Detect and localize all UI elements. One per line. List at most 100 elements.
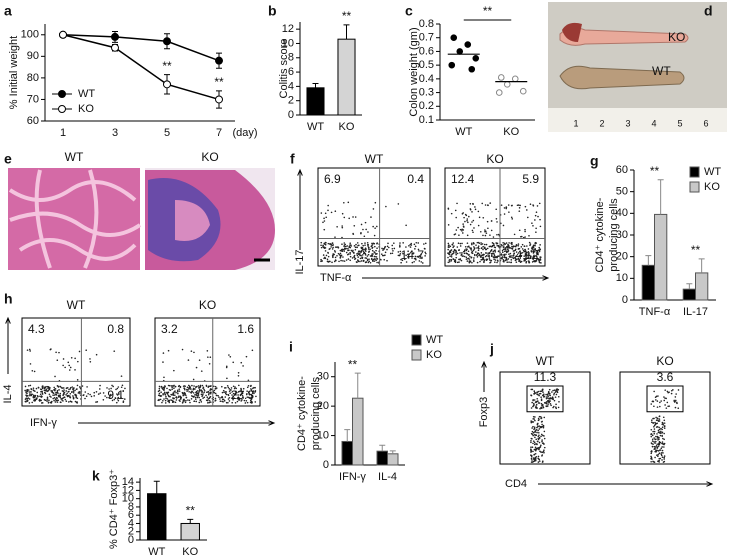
event-dot [417, 248, 420, 251]
event-dot [392, 250, 394, 252]
event-dot [252, 391, 254, 393]
event-dot [32, 387, 35, 389]
event-dot [409, 243, 412, 246]
event-dot [540, 256, 542, 259]
event-dot [650, 442, 653, 444]
event-dot [85, 395, 88, 398]
event-dot [54, 398, 57, 401]
event-dot [666, 390, 669, 393]
event-dot [59, 392, 62, 395]
event-dot [532, 204, 535, 207]
event-dot [537, 429, 539, 432]
y-tick-label: 80 [27, 72, 39, 84]
event-dot [393, 247, 396, 250]
x-axis-label: (day) [232, 127, 257, 139]
event-dot [185, 399, 187, 402]
event-dot [342, 256, 344, 258]
event-dot [417, 256, 420, 258]
event-dot [78, 391, 81, 393]
event-dot [249, 399, 252, 402]
event-dot [193, 400, 196, 402]
event-dot [86, 386, 88, 388]
event-dot [24, 389, 26, 392]
event-dot [661, 449, 664, 452]
event-dot [347, 247, 349, 250]
event-dot [514, 257, 517, 260]
event-dot [517, 248, 520, 250]
event-dot [655, 419, 658, 422]
event-dot [367, 243, 369, 246]
event-dot [255, 395, 257, 398]
x-tick-label: KO [339, 121, 355, 133]
event-dot [209, 392, 212, 395]
event-dot [658, 461, 660, 463]
event-dot [537, 393, 539, 396]
event-dot [553, 392, 556, 395]
event-dot [336, 226, 338, 228]
x-axis-label: TNF-α [320, 272, 352, 284]
event-dot [169, 389, 172, 391]
event-dot [28, 402, 31, 404]
event-dot [462, 225, 465, 227]
event-dot [69, 386, 72, 389]
event-dot [537, 402, 540, 404]
y-tick-label: 10 [616, 272, 628, 284]
event-dot [361, 248, 364, 250]
event-dot [421, 256, 423, 259]
event-dot [205, 394, 207, 397]
event-dot [518, 255, 521, 257]
event-dot [71, 390, 73, 393]
event-dot [50, 348, 52, 350]
event-dot [530, 250, 533, 253]
event-dot [54, 401, 57, 403]
event-dot [538, 261, 541, 263]
event-dot [420, 253, 422, 256]
event-dot [41, 390, 43, 393]
event-dot [349, 251, 351, 254]
image-label: KO [201, 150, 218, 164]
event-dot [231, 401, 233, 404]
event-dot [29, 394, 31, 397]
event-dot [530, 450, 533, 453]
event-dot [472, 259, 475, 261]
event-dot [551, 396, 554, 399]
event-dot [320, 246, 323, 249]
event-dot [27, 389, 30, 391]
event-dot [459, 245, 462, 247]
event-dot [413, 243, 416, 246]
event-dot [203, 389, 206, 392]
event-dot [532, 450, 534, 453]
event-dot [332, 246, 334, 249]
event-dot [468, 215, 470, 218]
event-dot [418, 255, 421, 257]
panel-letter: e [4, 151, 12, 167]
event-dot [650, 419, 653, 422]
event-dot [447, 252, 449, 255]
event-dot [209, 389, 211, 391]
event-dot [528, 261, 531, 264]
event-dot [455, 251, 457, 254]
event-dot [455, 256, 458, 259]
event-dot [491, 242, 494, 244]
event-dot [333, 260, 336, 263]
event-dot [223, 400, 226, 402]
event-dot [493, 258, 495, 261]
event-dot [542, 434, 544, 437]
photo-label: KO [668, 30, 685, 44]
event-dot [480, 252, 483, 254]
error-bar [187, 518, 194, 524]
event-dot [235, 391, 238, 394]
event-dot [483, 259, 486, 262]
event-dot [89, 360, 92, 363]
event-dot [167, 394, 170, 397]
event-dot [480, 243, 482, 246]
event-dot [512, 245, 515, 247]
event-dot [173, 391, 175, 393]
event-dot [661, 446, 663, 448]
event-dot [120, 375, 123, 377]
event-dot [365, 257, 368, 259]
event-dot [490, 255, 493, 258]
event-dot [533, 431, 535, 434]
event-dot [527, 251, 530, 253]
event-dot [354, 216, 357, 218]
